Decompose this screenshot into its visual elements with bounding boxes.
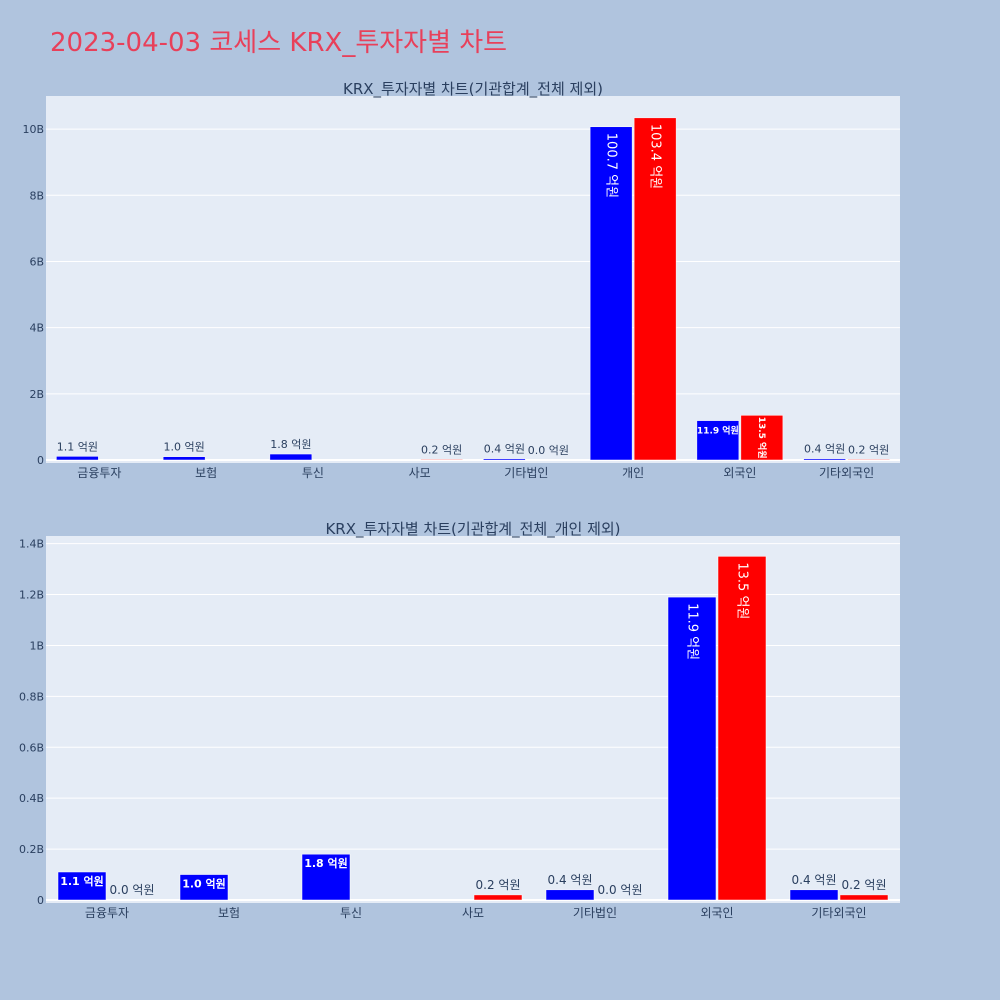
page-title: 2023-04-03 코세스 KRX_투자자별 차트 <box>50 28 508 58</box>
y-tick-label: 2B <box>29 388 44 401</box>
bar <box>789 889 839 901</box>
y-tick-label: 0 <box>37 454 44 467</box>
data-label: 103.4 억원 <box>648 124 663 189</box>
y-tick-label: 10B <box>22 123 44 136</box>
bar <box>473 894 523 901</box>
data-label: 13.5 억원 <box>735 562 750 619</box>
data-label: 0.0 억원 <box>110 883 155 897</box>
x-tick-label: 금융투자 <box>85 906 129 920</box>
data-label: 0.2 억원 <box>842 878 887 892</box>
chart-bottom: 0 0.2B 0.4B 0.6B 0.8B 1B 1.2B 1.4B KRX_투자자별 차트(기… <box>19 520 900 920</box>
bar <box>740 415 784 461</box>
y-tick-label: 1B <box>29 639 44 652</box>
chart-title: KRX_투자자별 차트(기관합계_전체 제외) <box>343 80 603 99</box>
data-label: 11.9 억원 <box>685 603 700 660</box>
plot-area <box>46 96 900 463</box>
y-tick-label: 1.2B <box>19 589 44 602</box>
x-tick-label: 외국인 <box>723 466 756 480</box>
bar <box>420 459 463 461</box>
bar <box>269 453 313 461</box>
x-tick-label: 금융투자 <box>77 466 121 480</box>
data-label: 0.2 억원 <box>848 443 889 456</box>
x-tick-label: 외국인 <box>700 906 733 920</box>
bar <box>56 456 99 461</box>
y-tick-label: 0.6B <box>19 741 44 754</box>
bar <box>667 596 717 901</box>
x-tick-label: 기타외국인 <box>819 466 874 480</box>
data-label: 1.1 억원 <box>57 440 98 453</box>
bar <box>483 458 526 461</box>
bar <box>179 874 229 901</box>
x-tick-label: 사모 <box>409 466 431 480</box>
bar <box>847 459 890 461</box>
y-tick-label: 0.2B <box>19 843 44 856</box>
data-label: 1.0 억원 <box>164 441 205 454</box>
x-tick-label: 기타법인 <box>504 466 548 480</box>
x-tick-label: 보험 <box>218 906 240 920</box>
bar <box>545 889 595 901</box>
x-tick-label: 투신 <box>340 906 362 920</box>
data-label: 1.8 억원 <box>304 856 348 870</box>
chart-title: KRX_투자자별 차트(기관합계_전체_개인 제외) <box>325 520 620 539</box>
data-label: 0.4 억원 <box>792 873 837 887</box>
bar <box>717 556 767 901</box>
y-tick-label: 6B <box>29 255 44 268</box>
bar <box>803 458 846 461</box>
x-tick-label: 사모 <box>462 906 484 920</box>
plot-area <box>46 536 900 903</box>
data-label: 0.4 억원 <box>804 443 845 456</box>
data-label: 100.7 억원 <box>604 133 619 198</box>
data-label: 0.0 억원 <box>528 444 569 457</box>
bar <box>162 456 206 461</box>
data-label: 11.9 억원 <box>697 425 739 437</box>
bar <box>301 853 351 901</box>
x-tick-label: 투신 <box>302 466 324 480</box>
data-label: 0.0 억원 <box>598 883 643 897</box>
y-tick-label: 0.4B <box>19 792 44 805</box>
data-label: 1.0 억원 <box>182 877 226 891</box>
y-tick-label: 8B <box>29 189 44 202</box>
bar <box>589 126 633 461</box>
bar <box>839 894 889 901</box>
data-label: 0.2 억원 <box>476 878 521 892</box>
x-tick-label: 개인 <box>622 466 644 480</box>
y-tick-label: 0 <box>37 894 44 907</box>
y-tick-label: 0.8B <box>19 690 44 703</box>
data-label: 13.5 억원 <box>756 417 768 459</box>
data-label: 1.1 억원 <box>60 874 104 888</box>
x-tick-label: 기타외국인 <box>811 906 866 920</box>
x-tick-label: 기타법인 <box>573 906 617 920</box>
bar <box>696 420 740 461</box>
data-label: 0.4 억원 <box>548 873 593 887</box>
x-tick-label: 보험 <box>195 466 217 480</box>
y-tick-label: 1.4B <box>19 538 44 551</box>
bar <box>57 871 107 901</box>
data-label: 0.4 억원 <box>484 443 525 456</box>
data-label: 0.2 억원 <box>421 443 462 456</box>
chart-top: 0 2B 4B 6B 8B 10B KRX_투자자별 차트(기관합계_전체 제외) 금융투자 1… <box>22 80 900 480</box>
y-tick-label: 4B <box>29 322 44 335</box>
data-label: 1.8 억원 <box>270 438 311 451</box>
bar <box>633 117 677 461</box>
